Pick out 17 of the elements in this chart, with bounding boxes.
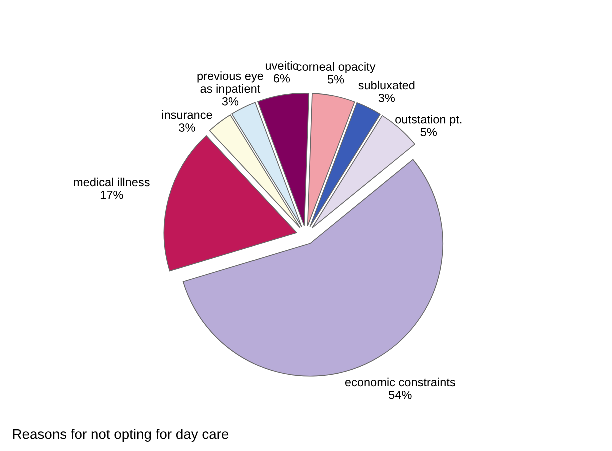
data-label: 3%	[222, 97, 239, 106]
data-label: 5%	[328, 75, 344, 84]
slice-label: medical illness	[74, 178, 150, 187]
data-label: 54%	[389, 390, 412, 400]
data-label: 6%	[274, 74, 290, 83]
slice-label: corneal opacity	[296, 62, 376, 74]
slice-label: previous eye as inpatient	[198, 72, 264, 96]
slice-label: economic constraints	[345, 378, 456, 387]
data-label: 3%	[378, 94, 395, 102]
slice-label: uveitic	[266, 61, 298, 70]
slice-label: outstation pt.	[396, 115, 462, 126]
text: Reasons for not opting for day care	[13, 429, 229, 442]
data-label: 3%	[179, 124, 196, 132]
data-label: 5%	[420, 128, 437, 136]
slice-label: insurance	[162, 110, 212, 120]
slice-label: subluxated	[358, 80, 415, 90]
data-label: 17%	[100, 190, 124, 200]
